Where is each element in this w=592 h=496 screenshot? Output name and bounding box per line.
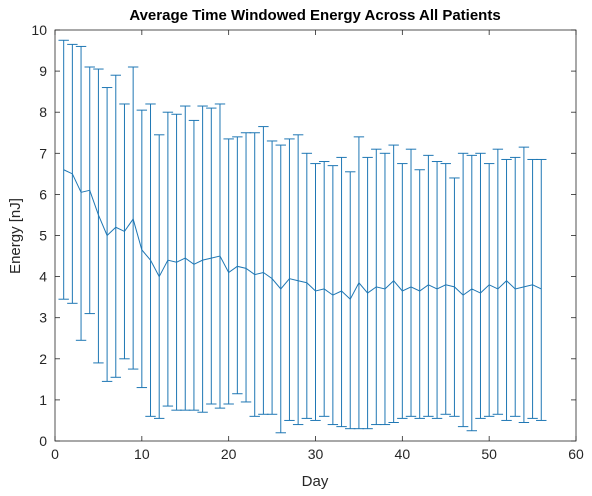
y-tick-label: 9 — [39, 63, 47, 79]
y-tick-label: 6 — [39, 186, 47, 202]
y-tick-label: 7 — [39, 145, 47, 161]
x-tick-label: 20 — [221, 446, 237, 462]
x-tick-label: 50 — [481, 446, 497, 462]
y-tick-label: 4 — [39, 269, 47, 285]
mean-line — [63, 169, 542, 301]
y-tick-label: 5 — [39, 228, 47, 244]
x-tick-label: 40 — [395, 446, 411, 462]
y-tick-label: 0 — [39, 433, 47, 449]
y-tick-label: 8 — [39, 104, 47, 120]
y-tick-label: 10 — [31, 22, 47, 38]
y-axis: 0 1 2 3 4 5 6 7 8 9 10 — [31, 22, 576, 449]
x-axis: 0 10 20 30 40 50 60 — [51, 30, 584, 462]
plot-area — [54, 29, 577, 442]
x-tick-label: 60 — [568, 446, 584, 462]
y-tick-label: 3 — [39, 310, 47, 326]
y-axis-label: Energy [nJ] — [7, 198, 24, 274]
x-tick-label: 0 — [51, 446, 59, 462]
chart-title: Average Time Windowed Energy Across All … — [129, 7, 500, 24]
x-tick-label: 10 — [134, 446, 150, 462]
y-tick-label: 2 — [39, 351, 47, 367]
x-axis-label: Day — [302, 473, 329, 490]
x-tick-label: 30 — [308, 446, 324, 462]
y-tick-label: 1 — [39, 392, 47, 408]
